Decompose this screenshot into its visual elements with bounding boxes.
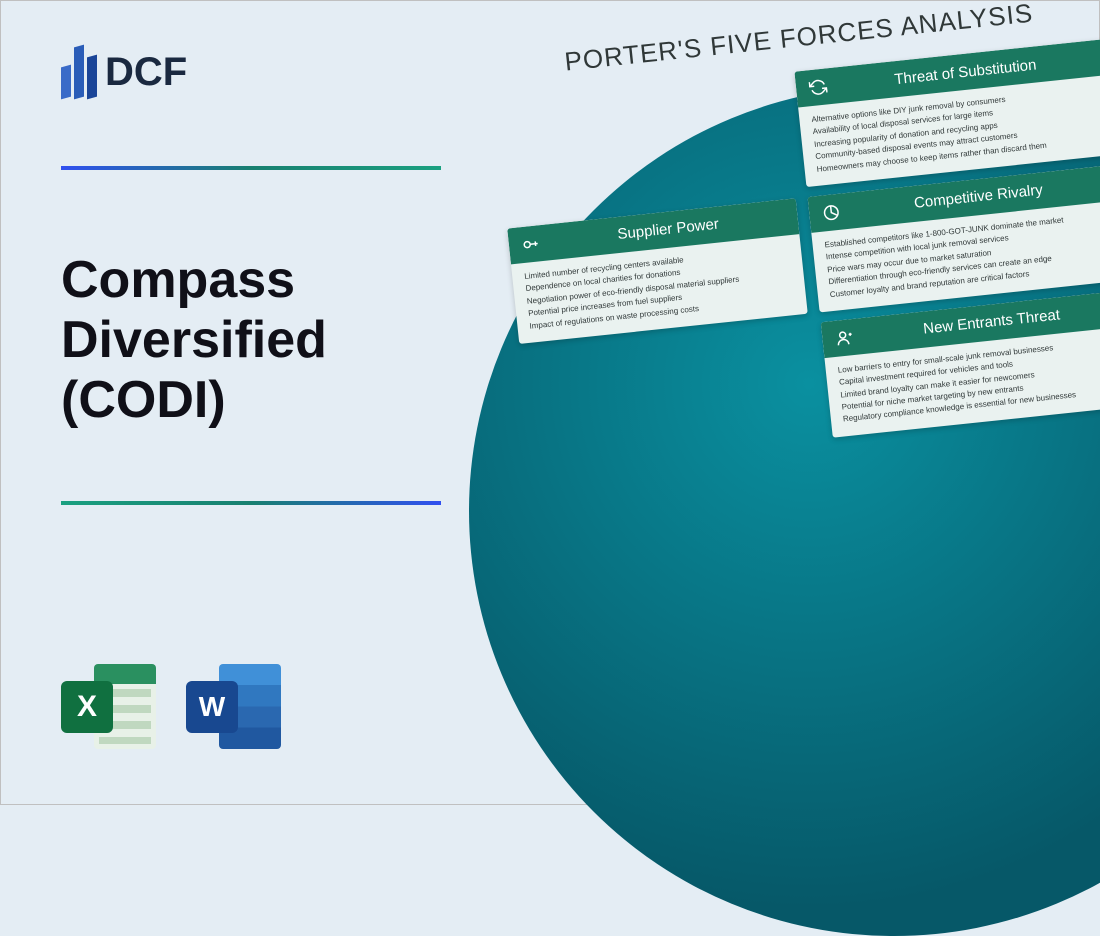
user-add-icon [833,327,855,349]
key-icon [520,233,542,255]
word-icon[interactable]: W [186,659,281,754]
file-icons-row: X W [61,659,281,754]
brand-logo: DCF [61,46,187,98]
card-threat-substitution: Threat of Substitution Alternative optio… [794,39,1100,187]
logo-text: DCF [105,50,187,95]
infographic-container: DCF Compass Diversified (CODI) X W PORTE… [0,0,1100,805]
card-competitive-rivalry: Competitive Rivalry Established competit… [808,165,1100,313]
card-supplier-power: Supplier Power Limited number of recycli… [507,198,808,344]
refresh-icon [807,76,829,98]
excel-icon[interactable]: X [61,659,156,754]
word-badge-letter: W [186,681,238,733]
excel-badge-letter: X [61,681,113,733]
divider-bottom [61,501,441,505]
porter-analysis-area: PORTER'S FIVE FORCES ANALYSIS Threat of … [489,0,1100,469]
divider-top [61,166,441,170]
pie-icon [820,202,842,224]
page-title: Compass Diversified (CODI) [61,251,327,430]
logo-bars-icon [61,46,97,98]
